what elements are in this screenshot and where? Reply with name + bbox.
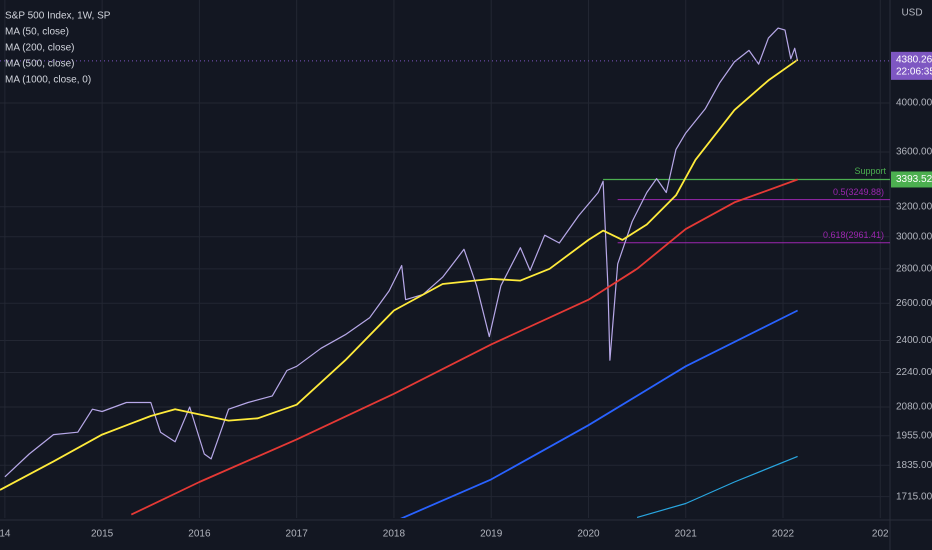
series-line	[636, 455, 798, 518]
fib-label: 0.5(3249.88)	[833, 187, 884, 197]
series-line	[130, 178, 798, 516]
x-tick-label: 2021	[675, 529, 698, 540]
fib-label: 0.618(2961.41)	[823, 230, 884, 240]
y-tick-label: 2600.00	[896, 298, 932, 309]
legend-entry: MA (1000, close, 0)	[5, 75, 91, 86]
y-tick-label: 2240.00	[896, 367, 932, 378]
y-tick-label: 2400.00	[896, 335, 932, 346]
x-tick-label: 2022	[772, 529, 795, 540]
last-price-box	[891, 51, 932, 80]
x-tick-label: 2015	[91, 529, 114, 540]
legend: S&P 500 Index, 1W, SP MA (50, close) MA (2…	[5, 11, 111, 86]
legend-entry: MA (50, close)	[5, 27, 69, 38]
x-tick-label: 14	[0, 529, 11, 540]
y-tick-label: 3200.00	[896, 201, 932, 212]
support-label: Support	[854, 166, 886, 176]
y-tick-label: 1715.00	[896, 491, 932, 502]
legend-entry: MA (500, close)	[5, 59, 74, 70]
y-tick-label: 1835.00	[896, 460, 932, 471]
series-line	[0, 59, 799, 491]
support-price-label: 3393.52	[896, 174, 932, 185]
series-line	[4, 27, 799, 478]
y-tick-label: 2080.00	[896, 402, 932, 413]
support-price-box	[891, 171, 932, 188]
plot	[0, 27, 890, 518]
x-tick-label: 2018	[383, 529, 406, 540]
legend-entry: MA (200, close)	[5, 43, 74, 54]
y-tick-label: 2800.00	[896, 263, 932, 274]
y-tick-label: 3000.00	[896, 231, 932, 242]
y-tick-label: 1955.00	[896, 430, 932, 441]
y-tick-label: 4000.00	[896, 98, 932, 109]
x-tick-label: 2020	[577, 529, 600, 540]
countdown-label: 22:06:35	[896, 66, 932, 77]
last-price-label: 4380.26	[896, 54, 932, 65]
legend-entry: S&P 500 Index, 1W, SP	[5, 11, 111, 22]
x-tick-label: 2019	[480, 529, 503, 540]
y-tick-label: 3600.00	[896, 147, 932, 158]
x-tick-label: 2016	[188, 529, 211, 540]
series-line	[400, 309, 799, 518]
x-tick-label: 202	[872, 529, 889, 540]
currency-label: USD	[901, 8, 922, 19]
x-tick-label: 2017	[286, 529, 309, 540]
axes: 1715.00 1835.00 1955.00 2080.00 2240.00 2400.…	[0, 51, 932, 540]
